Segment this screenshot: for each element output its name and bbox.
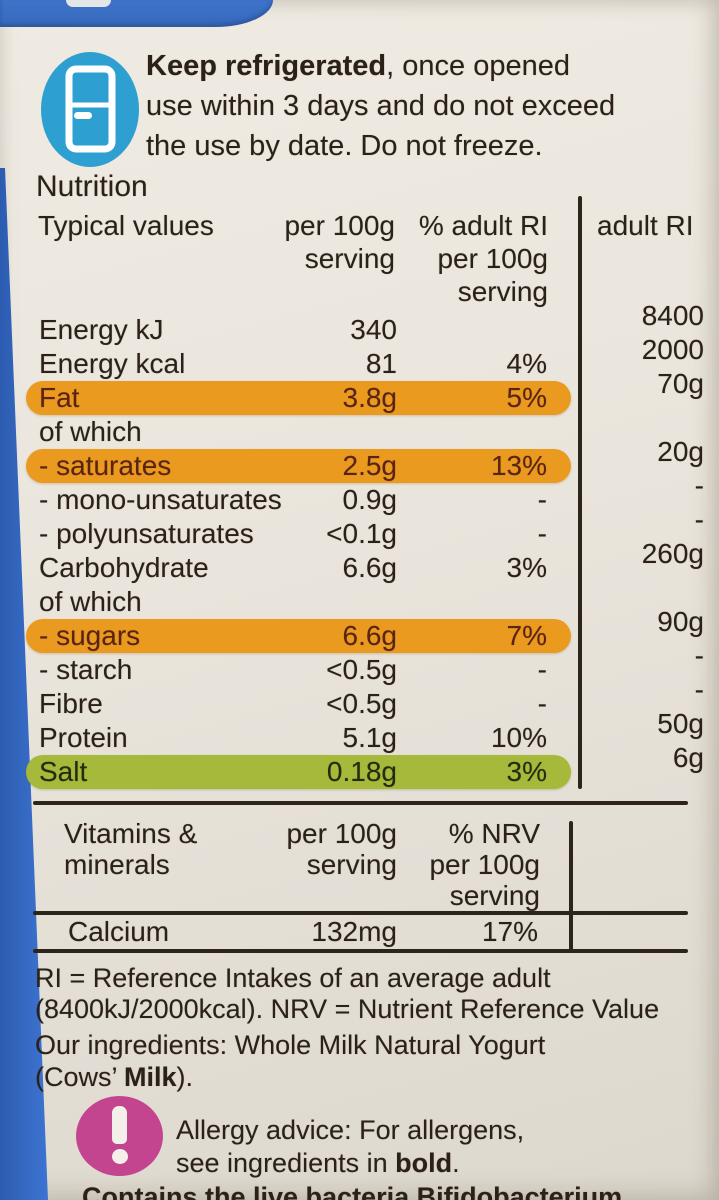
row-calcium-value: 132mg (311, 916, 397, 947)
ingredients-text: Our ingredients: Whole Milk Natural Yogu… (35, 1030, 546, 1092)
row-salt: Salt 0.18g 3% (26, 755, 571, 789)
column-header-typical-values: Typical values (38, 210, 214, 241)
nutrition-heading: Nutrition (36, 170, 148, 203)
storage-line-3: the use by date. Do not freeze. (146, 130, 543, 162)
exclamation-bar (112, 1106, 127, 1144)
column-header-per-100g: per 100g serving (284, 210, 395, 274)
row-fat: Fat 3.8g 5% (26, 381, 571, 415)
row-carbohydrate: Carbohydrate 6.6g 3% (39, 552, 547, 583)
allergy-bold-word: bold (395, 1148, 453, 1178)
row-sugars: - sugars 6.6g 7% (26, 619, 571, 653)
row-calcium-label: Calcium (68, 916, 170, 947)
package-top-notch (66, 0, 111, 7)
adult-ri-divider-line (578, 196, 582, 789)
row-of-which-carb: of which (39, 586, 142, 617)
row-polyunsaturates: - polyunsaturates <0.1g - (39, 518, 547, 549)
row-calcium-percent: 17% (481, 916, 538, 947)
allergy-advice-text: Allergy advice: For allergens, see ingre… (176, 1115, 525, 1178)
vitamins-header-label: Vitamins & minerals (64, 818, 198, 880)
fridge-icon-glyph (65, 65, 116, 153)
vitamins-header-percent-nrv: % NRV per 100g serving (429, 818, 540, 911)
row-energy-kcal: Energy kcal 81 4% (39, 348, 547, 379)
storage-line-2: use within 3 days and do not exceed (146, 90, 616, 122)
row-starch: - starch <0.5g - (39, 654, 547, 685)
row-fibre: Fibre <0.5g - (39, 688, 547, 719)
allergen-bold-milk: Milk (124, 1062, 177, 1092)
reference-intake-footnote: RI = Reference Intakes of an average adu… (35, 963, 660, 1024)
exclamation-dot (112, 1149, 128, 1164)
storage-bold: Keep refrigerated (146, 50, 387, 82)
adult-ri-column: 8400 2000 70g 20g - - 260g 90g - - 50g 6… (641, 300, 704, 773)
section-rule-top (33, 801, 688, 805)
row-energy-kj: Energy kJ 340 (39, 314, 397, 345)
nutrition-table: Energy kJ 340 Energy kcal 81 4% Fat 3.8g 5% o… (26, 313, 571, 789)
cutoff-bottom-text: Contains the live bacteria Bifidobacteri… (82, 1182, 623, 1200)
storage-instructions: Keep refrigerated, once opened use withi… (146, 46, 666, 166)
vitamins-divider-line (569, 821, 573, 952)
row-saturates: - saturates 2.5g 13% (26, 449, 571, 483)
row-mono-unsaturates: - mono-unsaturates 0.9g - (39, 484, 547, 515)
fridge-icon (41, 52, 139, 167)
column-header-percent-adult-ri: % adult RI per 100g serving (418, 210, 548, 307)
allergy-warning-icon (76, 1096, 163, 1176)
row-of-which-fat: of which (39, 416, 142, 447)
vitamins-header-per-100g: per 100g serving (286, 818, 397, 880)
row-protein: Protein 5.1g 10% (39, 722, 547, 753)
storage-line-1: Keep refrigerated, once opened (146, 50, 570, 82)
column-header-adult-ri: adult RI (597, 210, 694, 241)
package-top-band (0, 0, 273, 27)
section-rule-mid (33, 911, 688, 915)
section-rule-bottom (33, 949, 688, 953)
